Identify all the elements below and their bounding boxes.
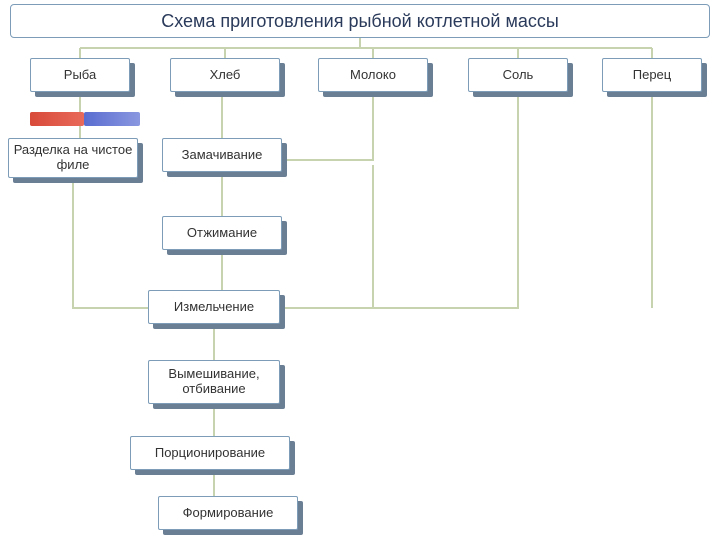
node-label-fillet: Разделка на чистое филе xyxy=(8,138,138,178)
node-label-salt: Соль xyxy=(468,58,568,92)
node-pepper: Перец xyxy=(602,58,702,92)
node-label-milk: Молоко xyxy=(318,58,428,92)
title-box: Схема приготовления рыбной котлетной мас… xyxy=(10,4,710,38)
node-portion: Порционирование xyxy=(130,436,290,470)
node-form: Формирование xyxy=(158,496,298,530)
node-label-form: Формирование xyxy=(158,496,298,530)
accent-blue xyxy=(84,112,140,126)
node-label-fish: Рыба xyxy=(30,58,130,92)
node-label-mix: Вымешивание, отбивание xyxy=(148,360,280,404)
node-label-bread: Хлеб xyxy=(170,58,280,92)
node-label-soak: Замачивание xyxy=(162,138,282,172)
node-soak: Замачивание xyxy=(162,138,282,172)
line-fillet-to-grind xyxy=(73,183,148,308)
node-grind: Измельчение xyxy=(148,290,280,324)
node-squeeze: Отжимание xyxy=(162,216,282,250)
node-salt: Соль xyxy=(468,58,568,92)
node-milk: Молоко xyxy=(318,58,428,92)
node-fillet: Разделка на чистое филе xyxy=(8,138,138,178)
node-fish: Рыба xyxy=(30,58,130,92)
node-label-pepper: Перец xyxy=(602,58,702,92)
title-text: Схема приготовления рыбной котлетной мас… xyxy=(161,11,559,32)
node-bread: Хлеб xyxy=(170,58,280,92)
accent-red xyxy=(30,112,84,126)
node-mix: Вымешивание, отбивание xyxy=(148,360,280,404)
line-milk-to-soak xyxy=(287,97,373,160)
node-label-portion: Порционирование xyxy=(130,436,290,470)
node-label-squeeze: Отжимание xyxy=(162,216,282,250)
line-salt-to-grind xyxy=(285,97,518,308)
node-label-grind: Измельчение xyxy=(148,290,280,324)
